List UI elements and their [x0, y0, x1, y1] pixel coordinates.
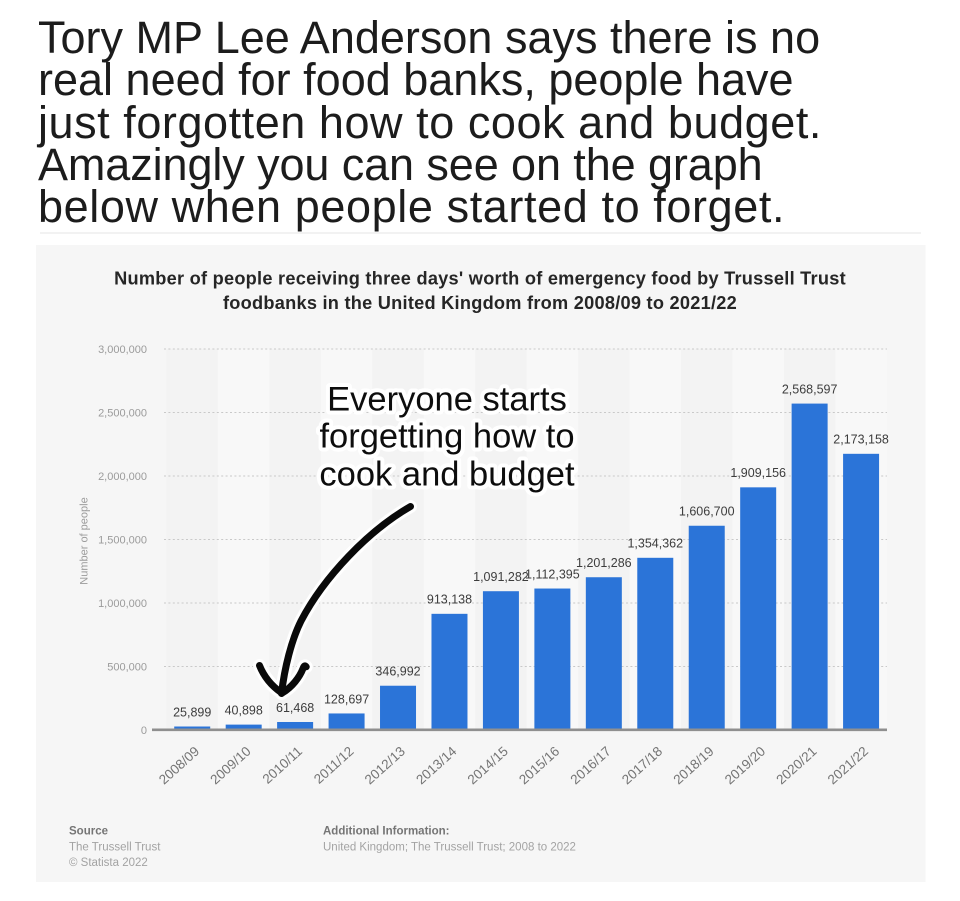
svg-text:2,000,000: 2,000,000: [98, 471, 147, 483]
svg-text:United Kingdom; The Trussell T: United Kingdom; The Trussell Trust; 2008…: [323, 842, 576, 854]
svg-text:346,992: 346,992: [375, 665, 420, 679]
svg-text:1,909,156: 1,909,156: [730, 466, 786, 480]
svg-text:2,173,158: 2,173,158: [833, 433, 889, 447]
svg-text:2,500,000: 2,500,000: [98, 408, 147, 420]
svg-text:1,112,395: 1,112,395: [525, 567, 580, 581]
svg-text:Source: Source: [69, 826, 108, 838]
svg-text:The Trussell Trust: The Trussell Trust: [69, 842, 161, 854]
svg-text:500,000: 500,000: [107, 662, 147, 674]
svg-text:Number of people: Number of people: [79, 497, 91, 584]
svg-text:2,568,597: 2,568,597: [782, 382, 838, 396]
svg-text:© Statista 2022: © Statista 2022: [69, 857, 148, 869]
svg-text:Additional Information:: Additional Information:: [323, 826, 449, 838]
svg-text:cook and budget: cook and budget: [319, 456, 575, 494]
svg-text:61,468: 61,468: [276, 701, 314, 715]
svg-text:1,201,286: 1,201,286: [576, 556, 632, 570]
svg-text:0: 0: [141, 725, 147, 737]
svg-text:1,091,282: 1,091,282: [473, 570, 529, 584]
svg-text:1,500,000: 1,500,000: [98, 535, 147, 547]
svg-text:913,138: 913,138: [427, 593, 472, 607]
svg-text:Everyone starts: Everyone starts: [327, 381, 567, 419]
svg-text:128,697: 128,697: [324, 692, 369, 706]
svg-text:Number of people receiving thr: Number of people receiving three days' w…: [114, 268, 846, 288]
svg-text:forgetting how to: forgetting how to: [319, 418, 574, 456]
svg-text:3,000,000: 3,000,000: [98, 344, 147, 356]
svg-text:25,899: 25,899: [173, 705, 211, 719]
svg-text:1,606,700: 1,606,700: [679, 505, 735, 519]
svg-text:foodbanks in the United Kingdo: foodbanks in the United Kingdom from 200…: [223, 293, 737, 313]
svg-text:1,000,000: 1,000,000: [98, 598, 147, 610]
svg-text:1,354,362: 1,354,362: [627, 537, 683, 551]
svg-text:40,898: 40,898: [225, 703, 263, 717]
